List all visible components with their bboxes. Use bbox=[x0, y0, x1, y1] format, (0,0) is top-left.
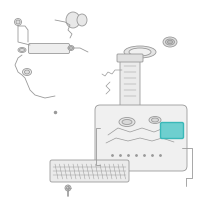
Ellipse shape bbox=[68, 46, 74, 50]
Ellipse shape bbox=[119, 117, 135, 127]
Ellipse shape bbox=[168, 40, 172, 44]
Ellipse shape bbox=[129, 48, 151, 56]
Ellipse shape bbox=[77, 14, 87, 26]
Ellipse shape bbox=[166, 39, 174, 45]
Ellipse shape bbox=[22, 68, 32, 75]
FancyBboxPatch shape bbox=[50, 160, 129, 182]
Ellipse shape bbox=[69, 46, 73, 49]
Ellipse shape bbox=[24, 70, 30, 74]
FancyBboxPatch shape bbox=[29, 44, 70, 53]
Ellipse shape bbox=[14, 19, 22, 25]
Ellipse shape bbox=[163, 37, 177, 47]
Ellipse shape bbox=[20, 48, 24, 51]
FancyBboxPatch shape bbox=[117, 54, 143, 62]
FancyBboxPatch shape bbox=[160, 122, 184, 138]
Ellipse shape bbox=[122, 119, 132, 124]
Ellipse shape bbox=[65, 185, 71, 191]
FancyBboxPatch shape bbox=[120, 56, 140, 108]
FancyBboxPatch shape bbox=[95, 105, 187, 171]
Ellipse shape bbox=[149, 116, 161, 123]
Ellipse shape bbox=[18, 47, 26, 52]
Ellipse shape bbox=[66, 186, 70, 190]
Ellipse shape bbox=[16, 20, 20, 24]
Ellipse shape bbox=[152, 118, 158, 122]
Ellipse shape bbox=[124, 46, 156, 58]
Ellipse shape bbox=[66, 12, 80, 28]
